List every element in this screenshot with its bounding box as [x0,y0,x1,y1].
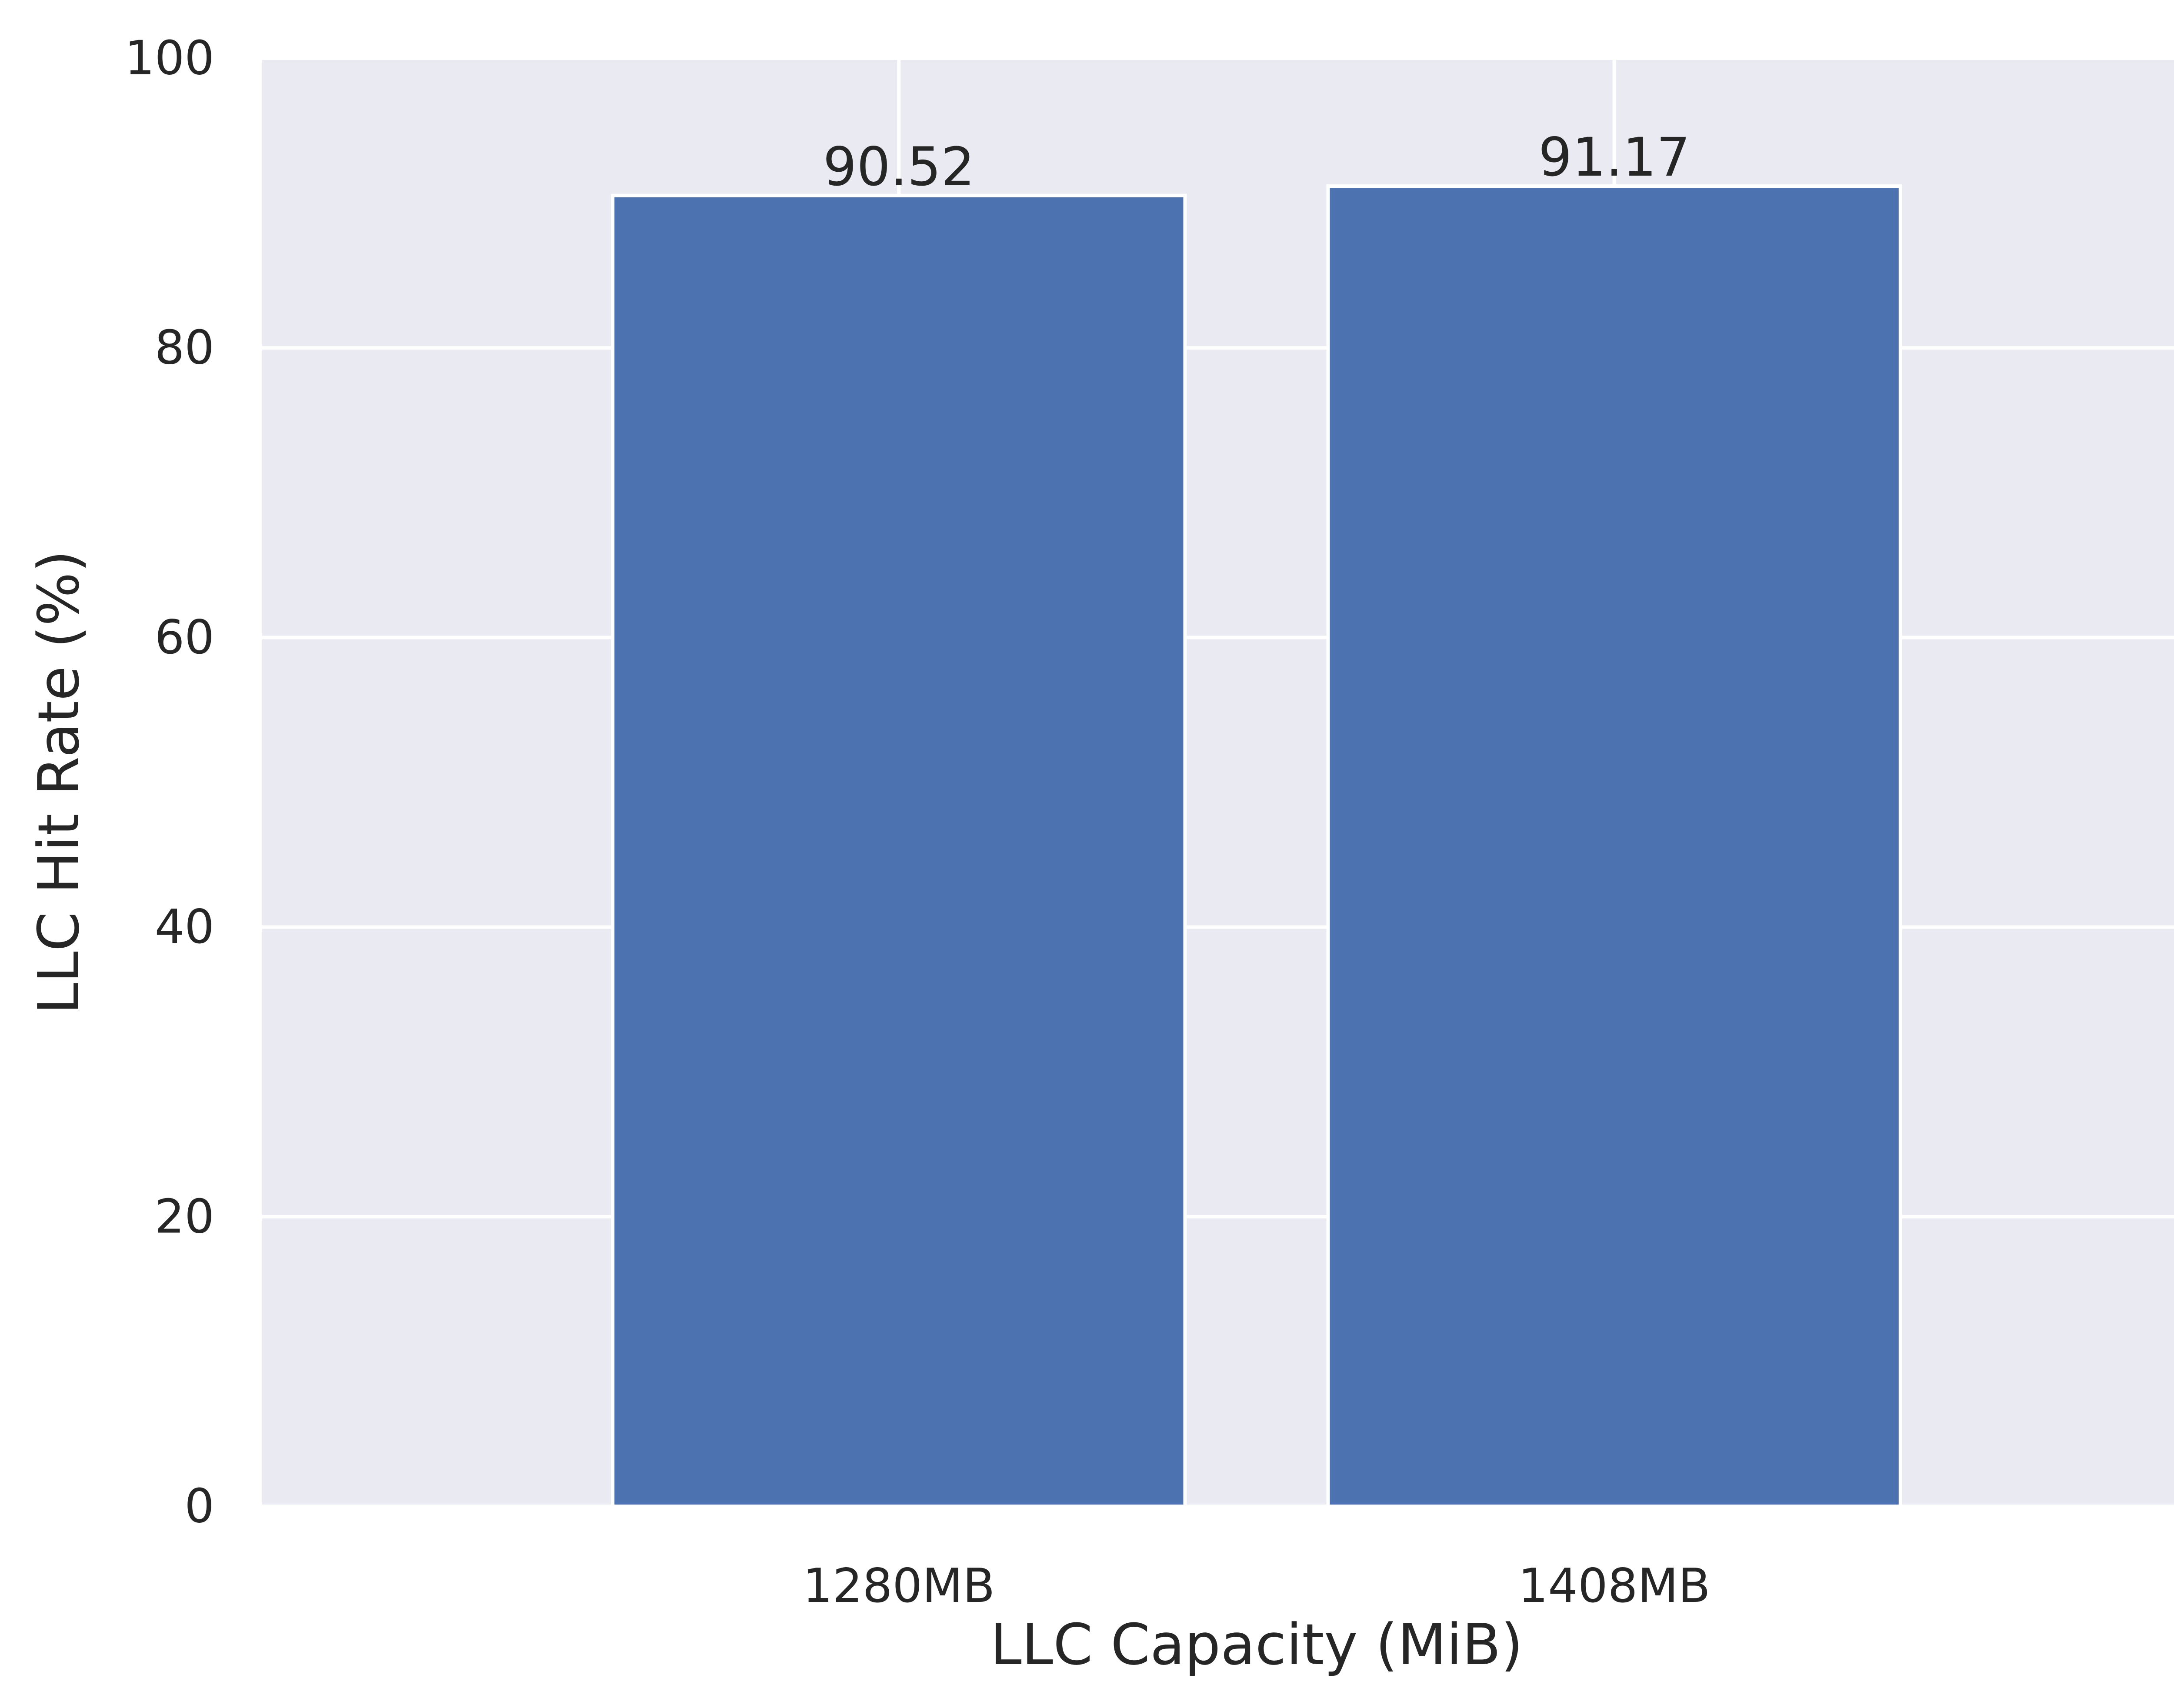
y-tick-label: 0 [184,1479,214,1534]
y-tick-label: 100 [125,31,214,86]
bar-1280MB [611,193,1187,1508]
y-tick-label: 80 [155,321,214,375]
y-tick-label: 20 [155,1189,214,1244]
bar-value-label: 90.52 [823,136,975,198]
y-axis-label: LLC Hit Rate (%) [26,550,92,1015]
x-tick-label: 1280MB [803,1559,995,1613]
x-axis-ticks: 1280MB 1408MB [803,1559,1710,1613]
x-tick-label: 1408MB [1518,1559,1711,1613]
data-labels: 90.52 91.17 [823,127,1691,198]
bars [611,184,1902,1508]
y-axis-ticks: 0 20 40 60 80 100 [125,31,214,1534]
bar-value-label: 91.17 [1538,127,1690,188]
y-tick-label: 60 [155,610,214,665]
y-tick-label: 40 [155,900,214,954]
bar-1408MB [1326,184,1902,1508]
x-axis-label: LLC Capacity (MiB) [990,1611,1523,1678]
